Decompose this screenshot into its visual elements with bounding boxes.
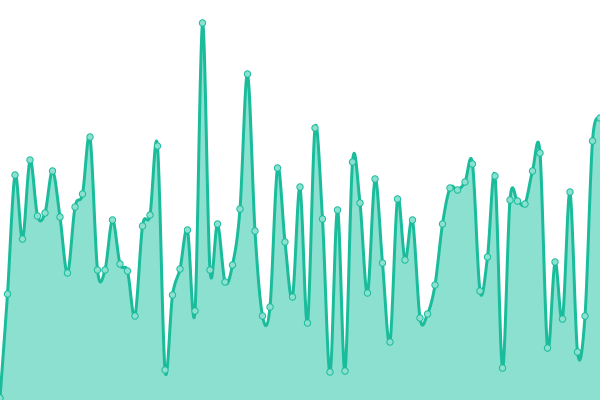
data-point-17 xyxy=(123,267,132,275)
data-point-69 xyxy=(513,197,522,205)
data-point-39 xyxy=(288,293,297,301)
data-point-65 xyxy=(483,253,492,261)
data-point-3 xyxy=(18,235,27,243)
data-point-12 xyxy=(86,133,94,141)
data-point-11 xyxy=(78,190,87,198)
data-point-34 xyxy=(251,227,259,235)
data-point-48 xyxy=(356,199,364,207)
data-point-72 xyxy=(536,149,544,157)
data-point-14 xyxy=(101,266,109,274)
data-point-68 xyxy=(506,196,514,204)
data-point-79 xyxy=(588,137,597,145)
data-point-51 xyxy=(378,259,387,267)
data-point-10 xyxy=(71,203,79,211)
data-point-60 xyxy=(446,184,454,192)
data-point-42 xyxy=(311,124,319,132)
data-point-22 xyxy=(161,366,169,374)
data-point-73 xyxy=(543,344,552,352)
data-point-41 xyxy=(303,319,312,327)
data-point-47 xyxy=(348,158,357,166)
data-point-66 xyxy=(491,172,499,180)
data-point-16 xyxy=(116,260,124,268)
data-point-53 xyxy=(393,195,402,203)
data-point-27 xyxy=(198,19,207,27)
data-point-2 xyxy=(11,171,19,179)
area-fill xyxy=(0,22,600,400)
data-point-56 xyxy=(416,314,424,322)
data-point-37 xyxy=(273,164,282,172)
data-point-70 xyxy=(521,200,529,208)
data-point-78 xyxy=(581,312,589,320)
data-point-64 xyxy=(476,287,484,295)
data-point-26 xyxy=(191,307,199,315)
data-point-63 xyxy=(468,160,477,168)
data-point-19 xyxy=(138,222,147,230)
data-point-1 xyxy=(3,290,12,298)
data-point-9 xyxy=(63,269,72,277)
data-point-35 xyxy=(258,312,267,320)
data-point-6 xyxy=(41,209,49,217)
data-point-18 xyxy=(131,312,139,320)
data-point-29 xyxy=(213,220,222,228)
data-point-44 xyxy=(326,368,334,376)
data-point-55 xyxy=(408,216,417,224)
data-point-46 xyxy=(341,367,349,375)
data-point-30 xyxy=(221,278,229,286)
data-point-61 xyxy=(453,186,462,194)
data-markers xyxy=(0,19,600,400)
data-point-62 xyxy=(461,178,469,186)
data-point-49 xyxy=(363,289,372,297)
data-point-58 xyxy=(431,281,439,289)
data-point-54 xyxy=(401,256,409,264)
data-point-33 xyxy=(243,70,252,78)
data-point-57 xyxy=(423,310,432,318)
data-point-40 xyxy=(296,183,304,191)
data-point-7 xyxy=(48,167,57,175)
data-point-59 xyxy=(438,220,447,228)
data-point-36 xyxy=(266,303,274,311)
data-point-25 xyxy=(183,226,192,234)
data-point-50 xyxy=(371,175,379,183)
data-point-20 xyxy=(146,211,154,219)
data-point-43 xyxy=(318,215,327,223)
data-point-32 xyxy=(236,205,244,213)
data-point-4 xyxy=(26,156,34,164)
data-point-77 xyxy=(573,348,582,356)
data-point-52 xyxy=(386,338,394,346)
data-point-8 xyxy=(56,213,64,221)
data-point-71 xyxy=(528,167,537,175)
data-point-74 xyxy=(551,258,559,266)
data-point-24 xyxy=(176,265,184,273)
data-point-15 xyxy=(108,216,117,224)
data-point-67 xyxy=(498,364,507,372)
data-point-45 xyxy=(333,206,342,214)
data-point-76 xyxy=(566,188,574,196)
data-point-0 xyxy=(0,394,4,400)
data-point-21 xyxy=(153,142,162,150)
data-point-75 xyxy=(558,315,567,323)
data-point-5 xyxy=(33,212,42,220)
data-point-38 xyxy=(281,238,289,246)
data-point-31 xyxy=(228,261,237,269)
data-point-13 xyxy=(93,266,102,274)
data-point-28 xyxy=(206,266,214,274)
data-point-23 xyxy=(168,291,177,299)
